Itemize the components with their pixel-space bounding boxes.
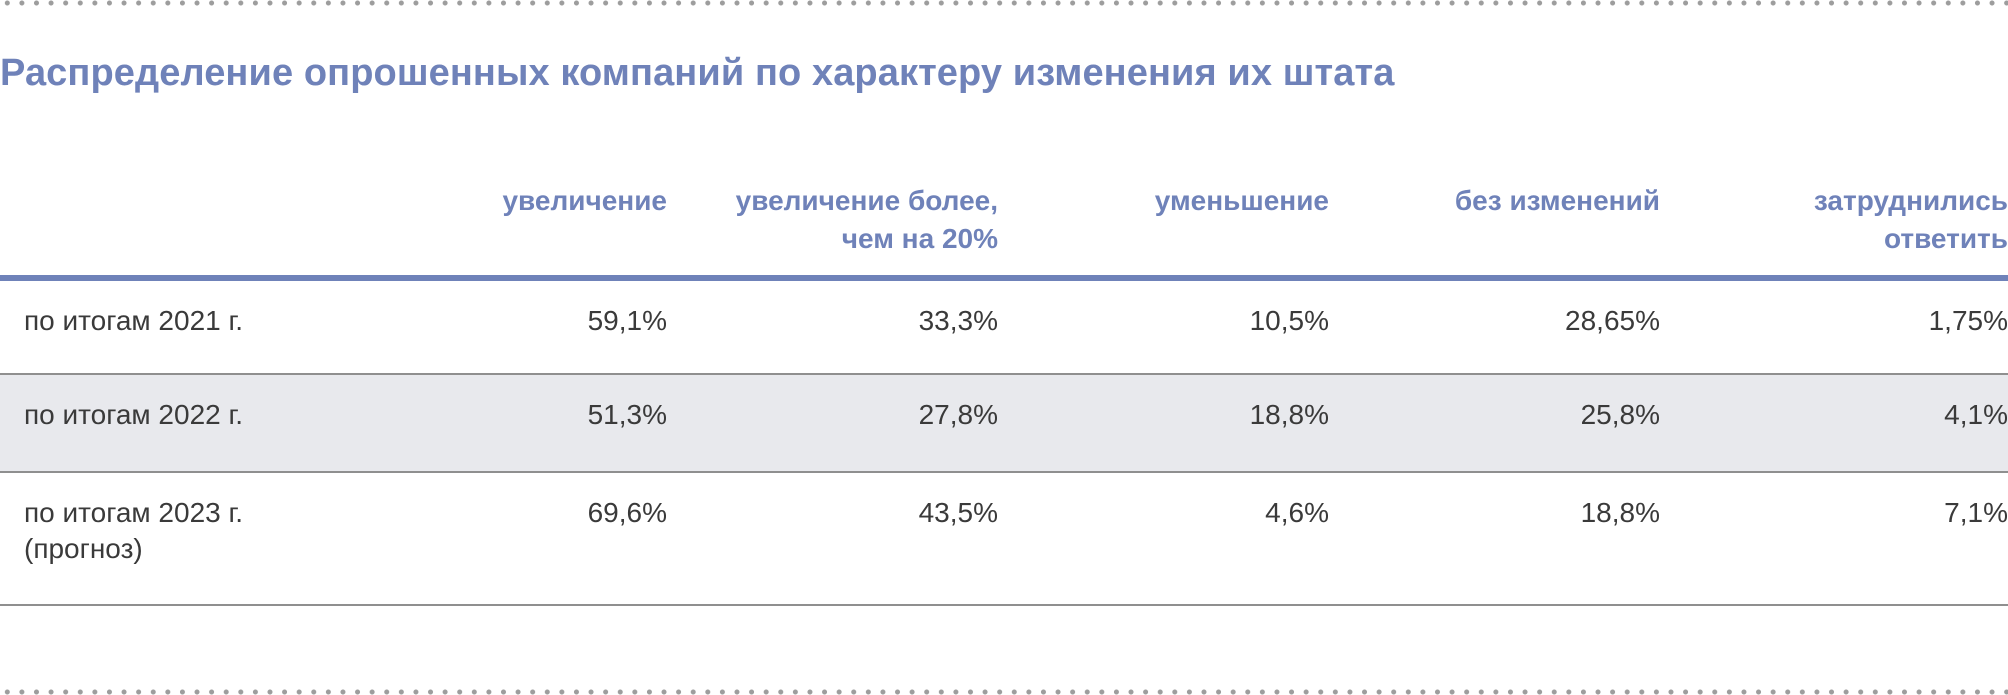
table-row: по итогам 2023 г. (прогноз) 69,6% 43,5% … bbox=[0, 472, 2008, 606]
cell-increase: 69,6% bbox=[355, 472, 687, 606]
header-undecided-line-1: затруднились bbox=[1813, 185, 2008, 216]
header-decrease: уменьшение bbox=[1018, 170, 1349, 281]
row-label: по итогам 2021 г. bbox=[0, 278, 355, 375]
header-empty-cell bbox=[0, 170, 355, 281]
row-label-line-2: (прогноз) bbox=[24, 533, 143, 564]
cell-decrease: 4,6% bbox=[1018, 472, 1349, 606]
row-label: по итогам 2023 г. (прогноз) bbox=[0, 472, 355, 606]
cell-undecided: 7,1% bbox=[1680, 472, 2008, 606]
bottom-dotted-border bbox=[0, 689, 2008, 695]
header-row: увеличение увеличение более, чем на 20% … bbox=[0, 170, 2008, 281]
data-table-container: увеличение увеличение более, чем на 20% … bbox=[0, 170, 2008, 606]
staff-change-table: увеличение увеличение более, чем на 20% … bbox=[0, 170, 2008, 606]
cell-decrease: 18,8% bbox=[1018, 374, 1349, 473]
top-dotted-border bbox=[0, 0, 2008, 6]
cell-increase-over-20: 27,8% bbox=[687, 374, 1018, 473]
cell-undecided: 1,75% bbox=[1680, 278, 2008, 375]
header-increase: увеличение bbox=[355, 170, 687, 281]
cell-no-change: 28,65% bbox=[1349, 278, 1680, 375]
cell-increase: 51,3% bbox=[355, 374, 687, 473]
cell-increase-over-20: 43,5% bbox=[687, 472, 1018, 606]
header-no-change-line-1: без изменений bbox=[1454, 185, 1660, 216]
header-no-change: без изменений bbox=[1349, 170, 1680, 281]
cell-no-change: 25,8% bbox=[1349, 374, 1680, 473]
header-increase-over-20-line-2: чем на 20% bbox=[841, 223, 998, 254]
row-label-line-1: по итогам 2021 г. bbox=[24, 305, 244, 336]
table-row: по итогам 2021 г. 59,1% 33,3% 10,5% 28,6… bbox=[0, 278, 2008, 375]
header-increase-over-20-line-1: увеличение более, bbox=[735, 185, 998, 216]
header-undecided: затруднились ответить bbox=[1680, 170, 2008, 281]
table-header: увеличение увеличение более, чем на 20% … bbox=[0, 170, 2008, 281]
row-label: по итогам 2022 г. bbox=[0, 374, 355, 473]
cell-increase-over-20: 33,3% bbox=[687, 278, 1018, 375]
table-row: по итогам 2022 г. 51,3% 27,8% 18,8% 25,8… bbox=[0, 374, 2008, 473]
header-increase-over-20: увеличение более, чем на 20% bbox=[687, 170, 1018, 281]
header-undecided-line-2: ответить bbox=[1883, 223, 2008, 254]
table-body: по итогам 2021 г. 59,1% 33,3% 10,5% 28,6… bbox=[0, 278, 2008, 606]
table-title: Распределение опрошенных компаний по хар… bbox=[0, 52, 1395, 94]
row-label-line-1: по итогам 2022 г. bbox=[24, 399, 244, 430]
cell-undecided: 4,1% bbox=[1680, 374, 2008, 473]
cell-decrease: 10,5% bbox=[1018, 278, 1349, 375]
header-decrease-line-1: уменьшение bbox=[1154, 185, 1329, 216]
cell-no-change: 18,8% bbox=[1349, 472, 1680, 606]
header-increase-line-1: увеличение bbox=[502, 185, 667, 216]
row-label-line-1: по итогам 2023 г. bbox=[24, 497, 244, 528]
cell-increase: 59,1% bbox=[355, 278, 687, 375]
